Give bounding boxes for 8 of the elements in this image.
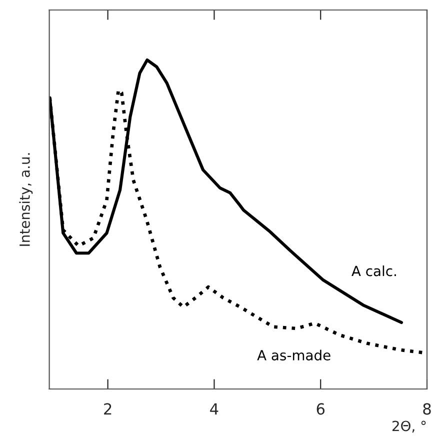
x-tick-label: 6	[316, 403, 325, 415]
y-axis-title: Intensity, a.u.	[19, 153, 33, 246]
x-tick-label: 2	[104, 403, 112, 414]
x-tick-label: 8	[423, 403, 431, 415]
series-label: A as-made	[257, 350, 330, 360]
x-axis-title: 2Θ, °	[392, 420, 426, 433]
x-tick-label: 4	[210, 403, 218, 414]
series-label: A calc.	[352, 265, 396, 276]
